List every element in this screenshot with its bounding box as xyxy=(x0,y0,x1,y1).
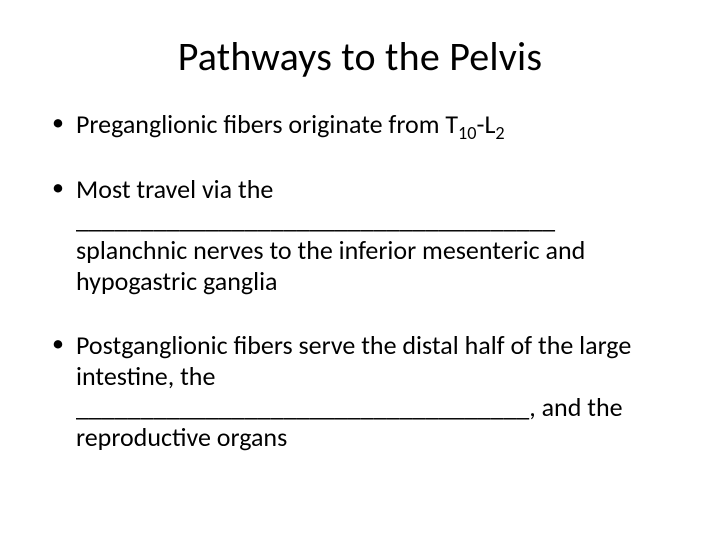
bullet-3-line1: Postganglionic fibers serve the distal h… xyxy=(76,329,631,392)
slide-title: Pathways to the Pelvis xyxy=(48,32,672,81)
slide: Pathways to the Pelvis Preganglionic fib… xyxy=(0,0,720,540)
bullet-2-blank: _____________________________________ xyxy=(76,203,555,235)
bullet-1-text-mid: -L xyxy=(476,108,495,140)
bullet-1: Preganglionic fibers originate from T10-… xyxy=(48,109,672,140)
bullet-list: Preganglionic fibers originate from T10-… xyxy=(48,109,672,453)
bullet-1-text-pre: Preganglionic fibers originate from T xyxy=(76,108,458,140)
bullet-2-line1: Most travel via the xyxy=(76,173,273,205)
bullet-3-blank: ___________________________________ xyxy=(76,391,529,423)
bullet-2: Most travel via the ____________________… xyxy=(48,174,672,297)
bullet-3: Postganglionic fibers serve the distal h… xyxy=(48,330,672,453)
bullet-2-rest: splanchnic nerves to the inferior mesent… xyxy=(76,234,585,297)
bullet-1-sub2: 2 xyxy=(495,122,504,144)
bullet-1-sub1: 10 xyxy=(458,122,476,144)
